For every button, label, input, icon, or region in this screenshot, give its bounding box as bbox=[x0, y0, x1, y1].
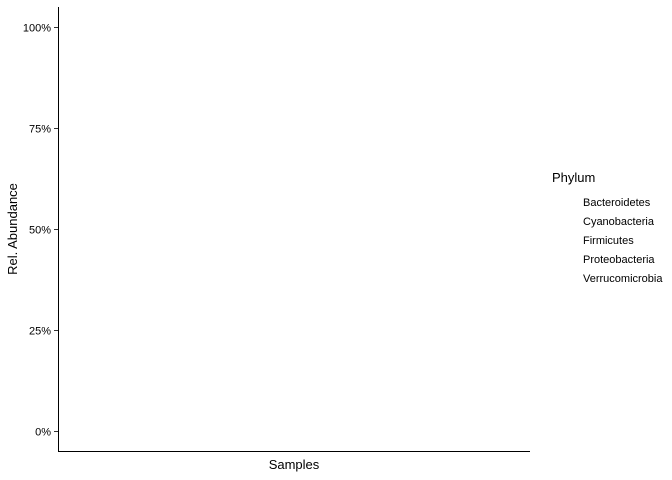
legend-entries: Bacteroidetes Cyanobacteria Firmicutes Prot… bbox=[583, 197, 663, 285]
y-axis-title: Rel. Abundance bbox=[5, 183, 20, 275]
legend-title: Phylum bbox=[552, 170, 595, 185]
legend: Phylum Bacteroidetes Cyanobacteria Firmicu… bbox=[552, 170, 663, 285]
y-tick-label: 75% bbox=[29, 124, 51, 136]
y-tick-label: 50% bbox=[29, 225, 51, 237]
x-axis-title: Samples bbox=[269, 457, 320, 472]
y-axis-ticks: 0% 25% 50% 75% 100% bbox=[23, 23, 58, 439]
legend-entry: Bacteroidetes bbox=[583, 197, 651, 209]
y-tick-label: 0% bbox=[35, 427, 51, 439]
y-tick-label: 100% bbox=[23, 23, 51, 35]
legend-entry: Verrucomicrobia bbox=[583, 273, 663, 285]
y-tick-label: 25% bbox=[29, 326, 51, 338]
legend-entry: Firmicutes bbox=[583, 235, 634, 247]
legend-entry: Cyanobacteria bbox=[583, 216, 655, 228]
legend-entry: Proteobacteria bbox=[583, 254, 655, 266]
